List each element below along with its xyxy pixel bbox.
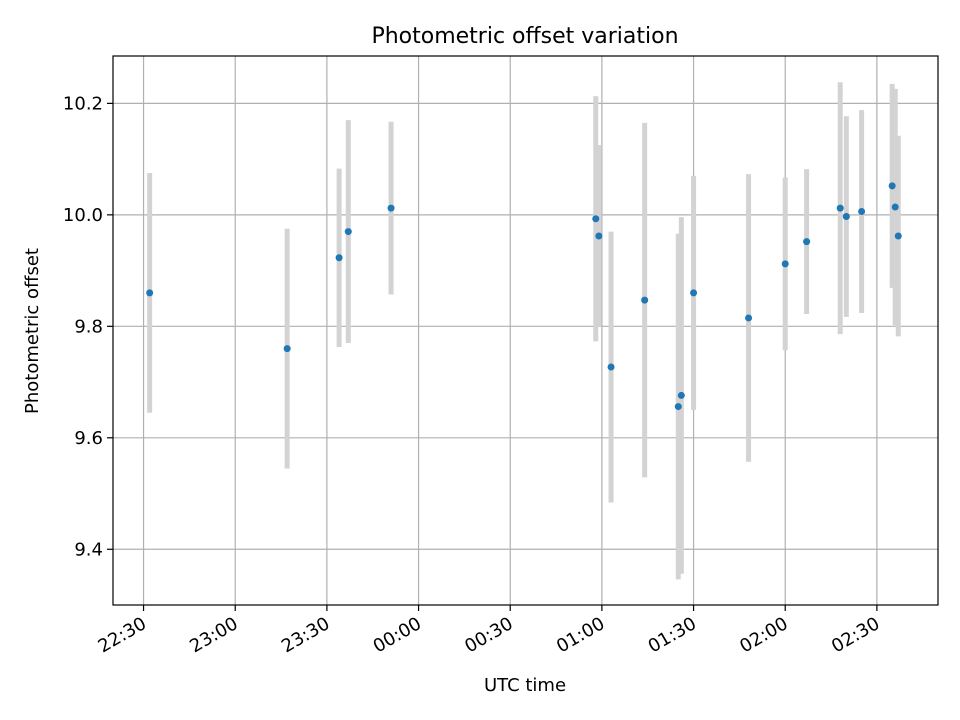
y-tick-label: 10.0: [63, 205, 103, 226]
chart-title: Photometric offset variation: [371, 24, 678, 49]
data-point: [592, 215, 600, 223]
data-point: [607, 363, 615, 371]
y-tick-label: 9.6: [74, 428, 103, 449]
data-point: [283, 345, 291, 353]
data-point: [674, 403, 682, 411]
data-point: [641, 296, 649, 304]
data-point: [888, 182, 896, 190]
data-point: [690, 289, 698, 297]
plot-frame: [112, 55, 939, 606]
data-point: [146, 289, 154, 297]
y-axis-ticks: 9.4 9.6 9.8 10.0 10.2: [63, 93, 113, 560]
data-point: [803, 238, 811, 246]
y-tick-label: 9.4: [74, 539, 103, 560]
data-point: [344, 228, 352, 236]
data-point: [836, 204, 844, 212]
data-point: [335, 254, 343, 262]
data-point: [894, 232, 902, 240]
y-tick-label: 9.8: [74, 316, 103, 337]
data-points: [146, 182, 902, 411]
y-tick-label: 10.2: [63, 93, 103, 114]
data-point: [781, 260, 789, 268]
data-point: [745, 314, 753, 322]
data-point: [677, 391, 685, 399]
data-point: [891, 203, 899, 211]
y-axis-title: Photometric offset: [22, 248, 43, 414]
x-axis-title: UTC time: [484, 675, 566, 696]
grid: [113, 56, 938, 605]
data-point: [858, 208, 866, 216]
data-point: [842, 213, 850, 221]
data-point: [387, 204, 395, 212]
data-point: [595, 232, 603, 240]
